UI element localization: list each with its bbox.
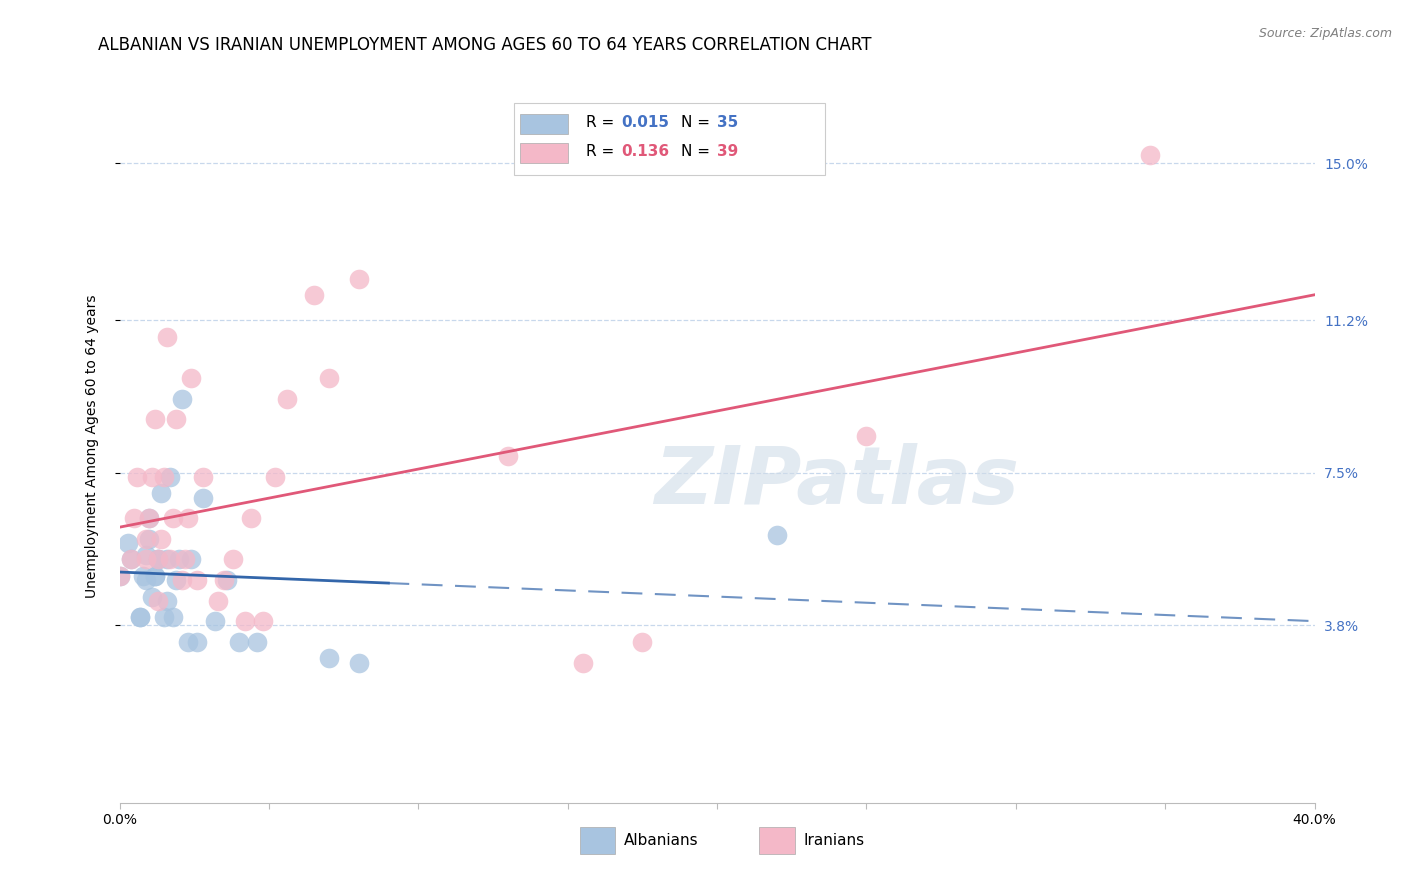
Point xyxy=(347,656,370,670)
Point xyxy=(124,511,146,525)
Point xyxy=(571,656,593,670)
Point xyxy=(108,569,131,583)
Point xyxy=(239,511,263,525)
Point xyxy=(150,486,173,500)
Point xyxy=(135,552,157,566)
Point xyxy=(129,610,152,624)
Point xyxy=(145,412,166,426)
Point xyxy=(855,428,877,442)
FancyBboxPatch shape xyxy=(515,103,825,175)
Point xyxy=(132,569,155,583)
Point xyxy=(180,552,202,566)
Text: R =: R = xyxy=(586,144,619,159)
Point xyxy=(159,552,181,566)
Point xyxy=(191,491,215,505)
Point xyxy=(148,552,170,566)
Point xyxy=(169,552,191,566)
Point xyxy=(172,392,194,406)
FancyBboxPatch shape xyxy=(579,827,616,855)
Text: 39: 39 xyxy=(717,144,738,159)
Point xyxy=(162,610,184,624)
Point xyxy=(135,549,157,563)
Point xyxy=(246,635,269,649)
Point xyxy=(135,532,157,546)
Point xyxy=(207,593,229,607)
Point xyxy=(117,536,139,550)
Point xyxy=(127,470,149,484)
Point xyxy=(141,590,163,604)
Point xyxy=(145,569,166,583)
Point xyxy=(153,470,176,484)
Point xyxy=(212,573,235,587)
Text: Albanians: Albanians xyxy=(624,833,699,848)
Text: R =: R = xyxy=(586,115,619,130)
Point xyxy=(252,615,274,629)
Point xyxy=(148,593,170,607)
Point xyxy=(264,470,287,484)
Point xyxy=(156,593,179,607)
Point xyxy=(318,651,340,665)
Point xyxy=(191,470,215,484)
Text: ALBANIAN VS IRANIAN UNEMPLOYMENT AMONG AGES 60 TO 64 YEARS CORRELATION CHART: ALBANIAN VS IRANIAN UNEMPLOYMENT AMONG A… xyxy=(98,36,872,54)
Text: Iranians: Iranians xyxy=(803,833,865,848)
Point xyxy=(159,470,181,484)
Point xyxy=(174,552,197,566)
Point xyxy=(1139,148,1161,162)
Point xyxy=(165,412,187,426)
Point xyxy=(121,552,143,566)
Point xyxy=(302,288,325,302)
Point xyxy=(156,329,179,343)
Point xyxy=(217,573,239,587)
Point xyxy=(138,511,160,525)
Point xyxy=(180,371,202,385)
Point xyxy=(172,573,194,587)
Point xyxy=(186,573,208,587)
Point xyxy=(138,511,160,525)
Point xyxy=(150,532,173,546)
FancyBboxPatch shape xyxy=(520,114,568,134)
Text: Source: ZipAtlas.com: Source: ZipAtlas.com xyxy=(1258,27,1392,40)
Point xyxy=(145,569,166,583)
Point xyxy=(766,527,789,541)
Text: ZIPatlas: ZIPatlas xyxy=(654,442,1019,521)
Point xyxy=(177,635,200,649)
Point xyxy=(108,569,131,583)
Point xyxy=(156,552,179,566)
Text: 0.136: 0.136 xyxy=(621,144,669,159)
Point xyxy=(141,470,163,484)
Point xyxy=(129,610,152,624)
Point xyxy=(165,573,187,587)
Point xyxy=(318,371,340,385)
Point xyxy=(162,511,184,525)
Point xyxy=(233,615,256,629)
Point xyxy=(496,450,519,464)
Y-axis label: Unemployment Among Ages 60 to 64 years: Unemployment Among Ages 60 to 64 years xyxy=(84,294,98,598)
Point xyxy=(276,392,298,406)
Point xyxy=(121,552,143,566)
Point xyxy=(153,610,176,624)
Point xyxy=(347,272,370,286)
Point xyxy=(631,635,654,649)
Text: N =: N = xyxy=(682,144,716,159)
Point xyxy=(148,552,170,566)
Text: 0.015: 0.015 xyxy=(621,115,669,130)
FancyBboxPatch shape xyxy=(759,827,794,855)
Point xyxy=(222,552,245,566)
Point xyxy=(177,511,200,525)
Point xyxy=(228,635,250,649)
Text: 35: 35 xyxy=(717,115,738,130)
Point xyxy=(138,532,160,546)
Point xyxy=(204,615,226,629)
FancyBboxPatch shape xyxy=(520,143,568,162)
Point xyxy=(135,573,157,587)
Text: N =: N = xyxy=(682,115,716,130)
Point xyxy=(148,552,170,566)
Point xyxy=(186,635,208,649)
